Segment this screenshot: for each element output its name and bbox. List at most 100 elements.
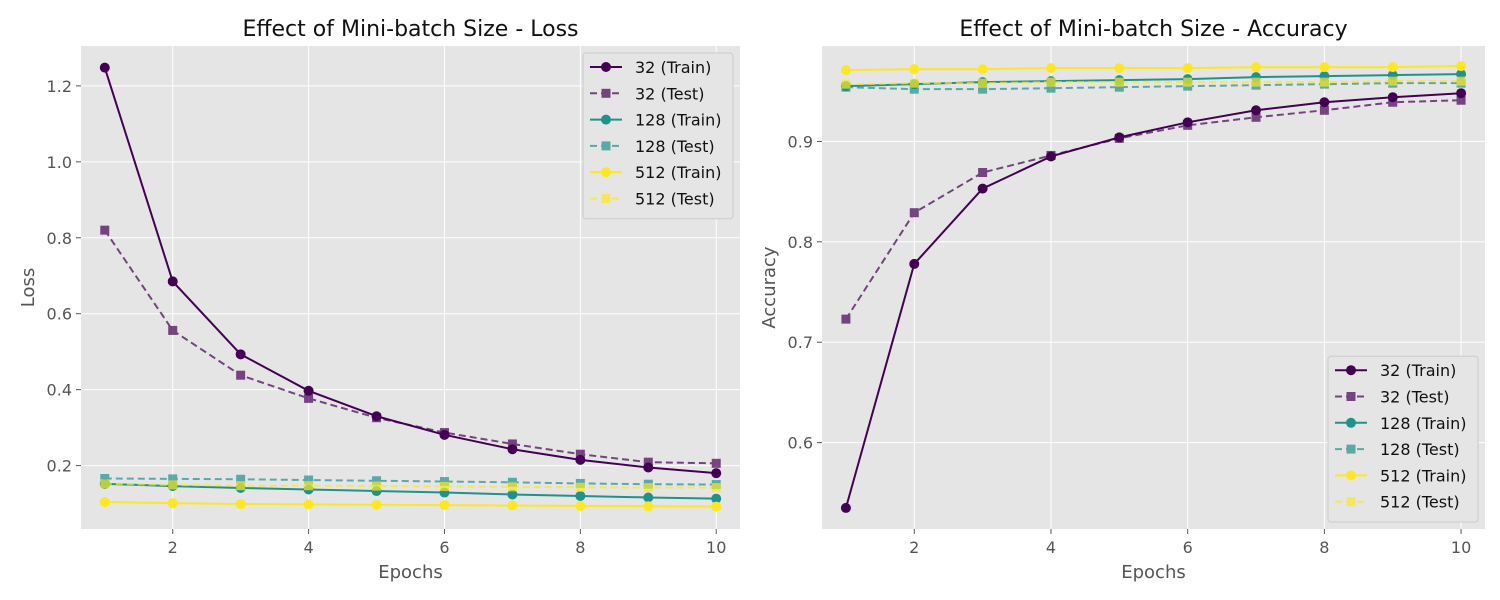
series-512-test — [841, 76, 1466, 89]
legend-marker — [1346, 444, 1356, 454]
data-point — [439, 481, 449, 491]
series-512-test — [100, 479, 721, 493]
series-line — [104, 482, 717, 489]
data-point — [909, 78, 919, 88]
data-point — [236, 474, 246, 484]
data-point — [1388, 97, 1398, 107]
chart-title: Effect of Mini-batch Size - Accuracy — [959, 17, 1347, 42]
legend-label: 32 (Test) — [635, 84, 704, 103]
data-point — [507, 482, 517, 492]
data-point — [711, 493, 722, 504]
legend-marker — [601, 114, 611, 125]
data-point — [371, 499, 382, 510]
legend-entry — [590, 194, 622, 203]
y-tick-label: 0.4 — [47, 381, 72, 400]
data-point — [167, 498, 178, 509]
x-tick-label: 8 — [1319, 538, 1329, 557]
data-point — [575, 490, 586, 501]
series-line — [103, 229, 717, 465]
data-point — [909, 258, 920, 269]
data-point — [1319, 97, 1330, 108]
data-point — [167, 276, 178, 287]
data-point — [507, 489, 518, 500]
data-point — [1046, 77, 1056, 87]
data-point — [643, 501, 654, 512]
legend-marker — [601, 88, 611, 98]
x-tick-label: 4 — [303, 538, 313, 557]
x-tick-label: 10 — [706, 538, 726, 557]
data-point — [909, 64, 920, 75]
data-point — [439, 477, 449, 487]
data-point — [236, 370, 246, 380]
y-tick-label: 0.8 — [47, 229, 72, 248]
data-point — [1456, 76, 1466, 86]
data-point — [1319, 77, 1329, 87]
x-tick-label: 2 — [909, 538, 919, 557]
data-point — [1183, 77, 1193, 87]
legend-entry — [1335, 444, 1367, 454]
legend-entry — [1335, 497, 1367, 507]
series-32-test — [100, 225, 721, 468]
legend-entry — [590, 167, 622, 178]
legend-label: 512 (Test) — [1380, 493, 1460, 512]
legend-entry — [1335, 392, 1367, 401]
y-axis-label: Loss — [18, 268, 39, 307]
data-point — [99, 62, 110, 73]
legend-entry — [590, 141, 622, 151]
data-point — [840, 65, 851, 76]
data-point — [977, 64, 988, 75]
data-point — [978, 84, 988, 94]
data-point — [235, 349, 246, 360]
data-point — [575, 482, 585, 492]
series-line — [104, 482, 717, 500]
data-point — [711, 468, 722, 479]
data-point — [711, 458, 721, 468]
legend-box — [582, 52, 734, 220]
series-line — [844, 92, 1462, 509]
data-point — [1456, 61, 1467, 72]
x-axis-label: Epochs — [1121, 562, 1186, 583]
data-point — [1046, 150, 1056, 160]
x-tick-label: 10 — [1451, 538, 1471, 557]
data-point — [909, 84, 919, 94]
y-tick-label: 0.9 — [788, 132, 813, 151]
chart-title: Effect of Mini-batch Size - Loss — [242, 17, 578, 42]
data-point — [100, 479, 110, 489]
data-point — [100, 473, 110, 483]
data-point — [643, 483, 653, 493]
x-axis-label: Epochs — [378, 562, 443, 583]
data-point — [575, 500, 586, 511]
legend: 32 (Train) 32 (Test) 128 (Train) 128 (Test)… — [582, 52, 734, 220]
legend-marker — [1346, 497, 1356, 507]
series-line — [845, 82, 1462, 91]
legend-entry — [1335, 470, 1367, 481]
data-point — [304, 475, 314, 485]
series-line — [104, 501, 717, 508]
series-line — [104, 477, 717, 486]
data-point — [303, 499, 314, 510]
data-point — [1319, 62, 1330, 73]
data-point — [841, 314, 851, 324]
data-point — [168, 325, 178, 335]
data-point — [1456, 95, 1466, 105]
data-point — [100, 225, 110, 235]
data-point — [1251, 77, 1261, 87]
legend-marker — [601, 194, 611, 203]
y-tick-label: 0.6 — [47, 305, 72, 324]
legend-marker — [601, 62, 611, 72]
data-point — [303, 385, 314, 396]
data-point — [1183, 120, 1193, 130]
data-point — [841, 79, 851, 89]
x-tick-label: 8 — [575, 538, 585, 557]
legend-label: 512 (Test) — [635, 190, 715, 209]
data-point — [909, 208, 919, 218]
y-tick-label: 1.0 — [47, 153, 72, 172]
data-point — [1046, 83, 1056, 93]
data-point — [643, 457, 653, 467]
series-line — [845, 80, 1462, 86]
legend-label: 32 (Test) — [1380, 388, 1449, 407]
x-tick-label: 6 — [1183, 538, 1193, 557]
legend-entry — [590, 62, 622, 72]
legend-marker — [1346, 417, 1356, 428]
